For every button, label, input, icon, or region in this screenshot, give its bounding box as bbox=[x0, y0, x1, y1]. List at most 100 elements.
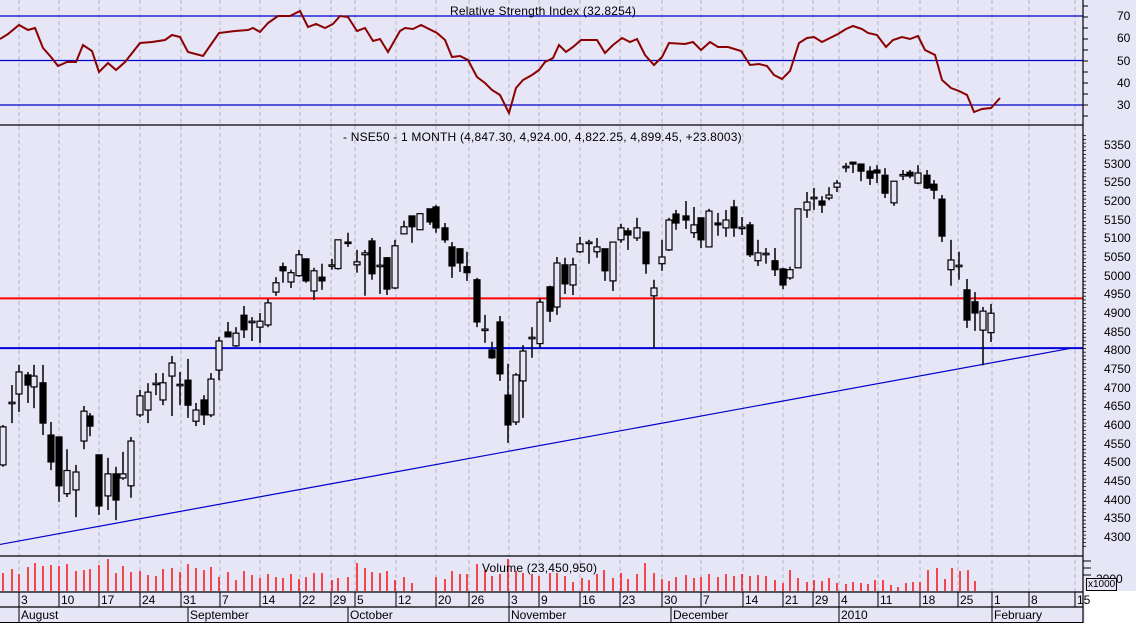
candle bbox=[642, 231, 650, 274]
date-tick-label: 23 bbox=[622, 593, 636, 607]
candle bbox=[585, 239, 593, 264]
price-axis-tick: 5150 bbox=[1104, 212, 1131, 227]
price-axis-tick: 4550 bbox=[1104, 436, 1131, 451]
rsi-axis-tick: 50 bbox=[1117, 53, 1131, 68]
date-tick-label: 15 bbox=[1077, 593, 1091, 607]
candle bbox=[127, 436, 135, 498]
candle bbox=[119, 451, 127, 480]
candle bbox=[803, 192, 811, 218]
candle bbox=[463, 251, 471, 281]
volume-multiplier-badge: x1000 bbox=[1086, 578, 1118, 591]
candle bbox=[302, 258, 310, 283]
price-axis-tick: 5350 bbox=[1104, 138, 1131, 152]
candle bbox=[176, 371, 184, 406]
price-panel bbox=[0, 161, 1083, 546]
candle bbox=[746, 221, 754, 257]
candle bbox=[906, 170, 914, 179]
price-axis-tick: 4350 bbox=[1104, 511, 1131, 526]
candle bbox=[971, 292, 979, 331]
candle bbox=[519, 345, 527, 418]
candle bbox=[416, 212, 424, 231]
candle bbox=[714, 212, 722, 236]
candle bbox=[224, 321, 232, 338]
date-tick-label: 10 bbox=[61, 593, 75, 607]
candle bbox=[47, 421, 55, 471]
candle bbox=[248, 317, 256, 341]
date-tick-label: 20 bbox=[438, 593, 452, 607]
corner-blank bbox=[1085, 591, 1136, 623]
date-tick-label: 11 bbox=[880, 593, 893, 607]
candle bbox=[601, 248, 609, 281]
rsi-axis-tick: 70 bbox=[1117, 9, 1131, 23]
candle bbox=[672, 209, 680, 230]
candle bbox=[624, 227, 632, 250]
candle bbox=[786, 266, 794, 280]
candle bbox=[104, 457, 112, 511]
candle bbox=[184, 358, 192, 418]
candle bbox=[8, 385, 16, 424]
date-tick-label: 14 bbox=[262, 593, 276, 607]
date-tick-label: 16 bbox=[582, 593, 596, 607]
candle bbox=[55, 436, 63, 502]
candle bbox=[779, 267, 787, 290]
candle bbox=[152, 373, 160, 396]
candle bbox=[947, 239, 955, 286]
month-label: December bbox=[673, 608, 729, 622]
date-tick-label: 1 bbox=[994, 593, 1001, 607]
candle bbox=[722, 209, 730, 237]
candle bbox=[825, 187, 833, 201]
candle bbox=[448, 242, 456, 278]
price-axis-tick: 4850 bbox=[1104, 324, 1131, 339]
candle bbox=[112, 466, 120, 521]
date-tick-label: 7 bbox=[222, 593, 229, 607]
candle bbox=[987, 304, 995, 343]
rsi-axis-tick: 30 bbox=[1117, 98, 1131, 112]
candle bbox=[593, 237, 601, 258]
trendline bbox=[0, 347, 1073, 546]
candle bbox=[240, 305, 248, 338]
month-label: 2010 bbox=[841, 608, 868, 622]
candle bbox=[264, 299, 272, 328]
candle bbox=[159, 373, 167, 406]
candle bbox=[665, 217, 673, 252]
date-tick-label: 22 bbox=[302, 593, 316, 607]
date-tick-label: 29 bbox=[815, 593, 829, 607]
candle bbox=[456, 248, 464, 272]
candle bbox=[353, 249, 361, 273]
candle bbox=[334, 239, 342, 270]
price-axis-tick: 4600 bbox=[1104, 417, 1131, 432]
candle bbox=[609, 241, 617, 291]
date-tick-label: 7 bbox=[703, 593, 710, 607]
candle bbox=[30, 364, 38, 409]
price-axis-tick: 4800 bbox=[1104, 343, 1131, 358]
price-axis-tick: 5250 bbox=[1104, 175, 1131, 190]
month-label: September bbox=[190, 608, 249, 622]
month-label: October bbox=[350, 608, 393, 622]
candle bbox=[86, 413, 94, 437]
price-axis-tick: 5100 bbox=[1104, 231, 1131, 246]
candle bbox=[361, 249, 369, 296]
candle bbox=[376, 246, 384, 294]
rsi-axis-tick: 40 bbox=[1117, 75, 1131, 90]
price-axis-tick: 4450 bbox=[1104, 473, 1131, 488]
candle bbox=[272, 277, 280, 296]
candle bbox=[168, 355, 176, 417]
date-tick-label: 30 bbox=[664, 593, 678, 607]
candle bbox=[881, 168, 889, 199]
candle bbox=[310, 267, 318, 300]
date-tick-label: 26 bbox=[471, 593, 485, 607]
candle bbox=[682, 200, 690, 229]
candle bbox=[818, 196, 826, 213]
candle bbox=[754, 239, 762, 266]
candle bbox=[849, 161, 857, 173]
candle bbox=[295, 249, 303, 277]
candle bbox=[536, 298, 544, 349]
candle bbox=[833, 180, 841, 193]
rsi-panel bbox=[0, 9, 1083, 116]
date-tick-label: 24 bbox=[142, 593, 156, 607]
candle bbox=[914, 165, 922, 185]
candle bbox=[873, 165, 881, 184]
candle bbox=[488, 341, 496, 359]
candle bbox=[24, 371, 32, 403]
